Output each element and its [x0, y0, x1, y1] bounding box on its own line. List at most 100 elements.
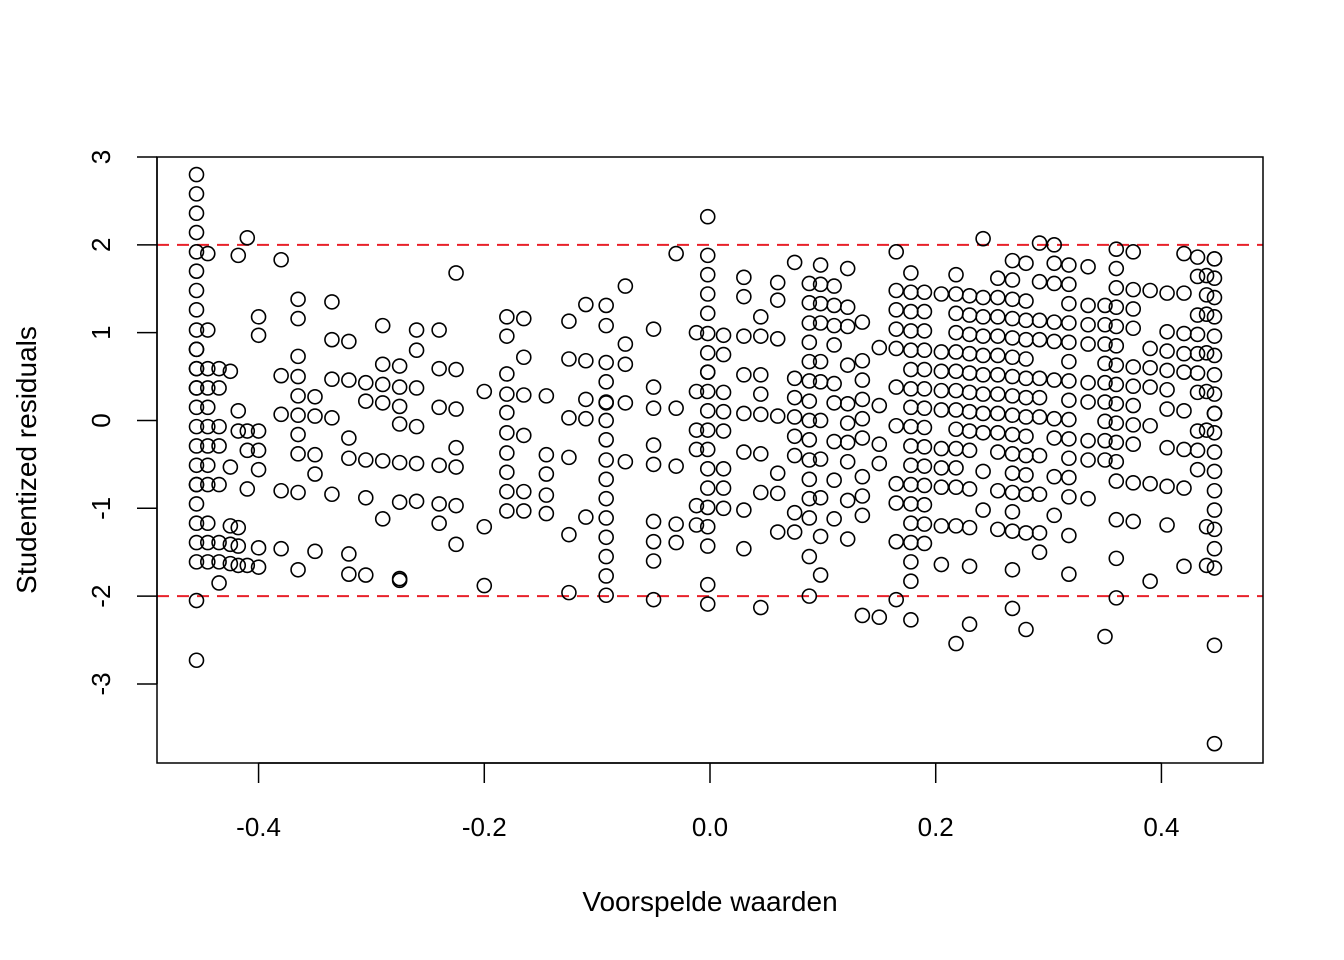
data-point: [933, 460, 950, 476]
data-point: [222, 555, 239, 572]
data-point: [1108, 376, 1125, 393]
data-point: [854, 391, 871, 408]
data-point: [341, 333, 357, 350]
data-point: [211, 575, 227, 591]
data-point: [736, 444, 752, 460]
data-point: [948, 460, 964, 476]
data-point: [1198, 345, 1215, 361]
data-point: [617, 395, 634, 411]
data-point: [1159, 381, 1175, 398]
data-point: [1046, 255, 1063, 272]
data-point: [374, 511, 391, 527]
data-point: [916, 419, 933, 436]
data-point: [341, 546, 357, 562]
data-point: [324, 486, 340, 503]
data-point: [1206, 502, 1223, 518]
data-point: [374, 376, 391, 393]
data-point: [688, 441, 705, 458]
data-point: [699, 286, 716, 302]
data-point: [250, 559, 267, 575]
data-point: [1176, 403, 1192, 419]
data-point: [1004, 426, 1021, 443]
data-point: [1198, 287, 1215, 303]
data-point: [408, 342, 425, 359]
data-point: [1206, 444, 1223, 460]
data-point: [975, 463, 991, 480]
data-point: [854, 372, 871, 388]
data-point: [561, 584, 577, 601]
data-point: [1159, 285, 1175, 301]
data-point: [916, 284, 933, 301]
data-point: [1189, 423, 1206, 439]
data-point: [307, 408, 323, 424]
data-point: [961, 345, 978, 362]
data-point: [854, 410, 871, 427]
data-point: [1080, 432, 1096, 449]
data-point: [989, 386, 1006, 402]
data-point: [1125, 359, 1142, 375]
data-point: [1108, 357, 1125, 373]
data-point: [699, 441, 716, 458]
data-point: [211, 476, 227, 493]
data-point: [1108, 299, 1125, 315]
data-point: [357, 374, 374, 391]
data-point: [199, 418, 216, 435]
data-point: [1097, 355, 1113, 372]
data-point: [1004, 600, 1021, 617]
data-point: [324, 294, 340, 310]
data-point: [199, 438, 216, 454]
data-point: [199, 554, 216, 570]
data-point: [1125, 397, 1142, 414]
data-point: [699, 499, 716, 516]
data-point: [1206, 289, 1223, 306]
data-point: [839, 415, 856, 431]
data-point: [948, 286, 964, 302]
data-point: [1142, 282, 1158, 299]
data-point: [1004, 368, 1021, 385]
data-point: [688, 383, 705, 400]
data-point: [250, 442, 267, 459]
data-point: [961, 481, 978, 497]
data-point: [290, 484, 306, 501]
data-point: [715, 480, 732, 496]
data-point: [1097, 297, 1113, 314]
data-point: [736, 367, 752, 383]
data-point: [408, 455, 425, 472]
data-point: [1206, 540, 1223, 557]
data-point: [290, 561, 306, 578]
data-point: [188, 457, 205, 474]
data-point: [948, 402, 964, 418]
data-point: [598, 490, 614, 507]
data-point: [499, 386, 515, 402]
data-point: [188, 534, 205, 551]
data-point: [1198, 306, 1215, 323]
data-point: [871, 397, 888, 414]
data-point: [801, 510, 818, 526]
data-point: [854, 607, 871, 624]
data-point: [769, 292, 786, 308]
data-point: [1176, 364, 1192, 380]
data-point: [839, 531, 856, 547]
data-point: [1031, 370, 1048, 387]
data-point: [1080, 316, 1096, 333]
data-point: [211, 380, 227, 396]
data-point: [1206, 328, 1223, 344]
data-point: [812, 489, 829, 506]
data-point: [1031, 525, 1048, 541]
data-point: [752, 386, 769, 402]
data-point: [1125, 475, 1142, 491]
data-point: [391, 572, 408, 589]
data-point: [290, 291, 306, 308]
data-point: [699, 480, 716, 496]
data-point: [230, 538, 247, 554]
data-point: [645, 456, 662, 473]
data-point: [1031, 273, 1048, 290]
data-point: [989, 328, 1006, 344]
data-point: [1176, 558, 1192, 575]
data-point: [975, 405, 991, 422]
data-point: [307, 543, 323, 560]
data-point: [515, 349, 532, 366]
data-point: [273, 482, 289, 499]
data-point: [1176, 480, 1192, 496]
